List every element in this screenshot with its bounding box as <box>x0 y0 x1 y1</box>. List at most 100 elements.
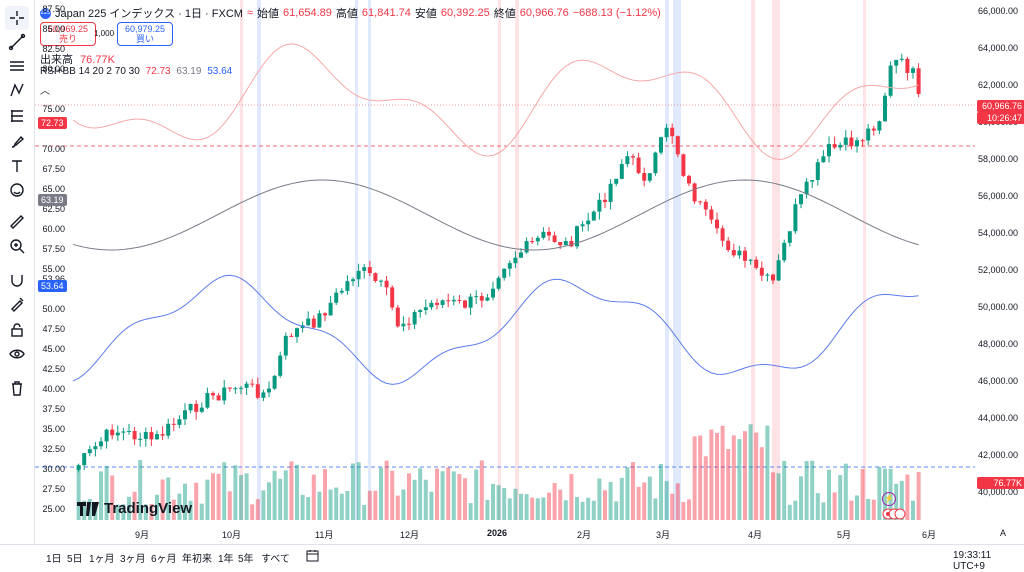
volume-bar <box>832 492 837 520</box>
volume-legend[interactable]: 出来高 76.77K <box>40 51 115 67</box>
auto-scale-button[interactable]: A <box>1000 528 1007 538</box>
candle-body <box>877 121 882 131</box>
volume-bar <box>731 435 736 520</box>
trend-line-icon[interactable] <box>5 30 29 54</box>
events-icon[interactable] <box>882 508 906 520</box>
volume-bar <box>395 495 400 520</box>
crosshair-icon[interactable] <box>5 6 29 30</box>
volume-axis-badge: 76.77K <box>977 477 1024 489</box>
volume-bar <box>670 493 675 520</box>
text-icon[interactable] <box>5 154 29 178</box>
price-axis-tick: 44,000.00 <box>977 413 1018 423</box>
volume-bar <box>239 475 243 520</box>
price-axis-tick: 62,000.00 <box>977 80 1018 90</box>
candle-body <box>625 156 630 165</box>
range-all[interactable]: すべて <box>261 554 290 565</box>
volume-bar <box>563 500 568 520</box>
candle-body <box>474 296 479 298</box>
symbol-legend[interactable]: 225 Japan 225 インデックス · 1日 · FXCM ≈ 始値 61,… <box>40 5 661 21</box>
volume-bar <box>474 469 479 520</box>
price-chart[interactable] <box>35 0 975 544</box>
emoji-icon[interactable] <box>5 178 29 202</box>
horizontal-lines-icon[interactable] <box>5 54 29 78</box>
calendar-icon[interactable] <box>306 549 319 562</box>
flash-icon[interactable]: ⚡ <box>882 492 896 506</box>
candle-body <box>743 250 747 261</box>
volume-bar <box>603 490 607 520</box>
range-3m[interactable]: 3ヶ月 <box>120 554 146 565</box>
candle-body <box>642 173 647 181</box>
candle-body <box>815 162 820 181</box>
collapse-legend-icon[interactable]: ︿ <box>40 86 50 97</box>
candle-body <box>793 204 798 232</box>
highlight-band <box>240 0 243 520</box>
lock-drawing-icon[interactable] <box>5 292 29 316</box>
magnet-icon[interactable] <box>5 268 29 292</box>
low-label: 安値 <box>414 8 437 20</box>
candle-body <box>423 307 428 311</box>
volume-bar <box>211 473 215 520</box>
rsi-axis-tick: 47.50 <box>42 324 65 334</box>
range-5y[interactable]: 5年 <box>238 554 254 565</box>
candle-body <box>339 290 344 293</box>
trash-icon[interactable] <box>5 376 29 400</box>
range-1y[interactable]: 1年 <box>218 554 234 565</box>
volume-bar <box>121 504 126 520</box>
range-5d[interactable]: 5日 <box>67 554 83 565</box>
zoom-in-icon[interactable] <box>5 234 29 258</box>
range-ytd[interactable]: 年初来 <box>182 554 212 565</box>
volume-bar <box>160 479 165 520</box>
range-1d[interactable]: 1日 <box>46 554 62 565</box>
pattern-icon[interactable] <box>5 78 29 102</box>
price-axis-tick: 40,000.00 <box>977 487 1018 497</box>
volume-bar <box>323 469 327 520</box>
lock-icon[interactable] <box>5 318 29 342</box>
symbol-title[interactable]: Japan 225 インデックス · 1日 · FXCM <box>55 8 243 20</box>
volume-bar <box>446 467 451 520</box>
brush-icon[interactable] <box>5 130 29 154</box>
rsi-legend[interactable]: RSI+BB 14 20 2 70 30 72.73 63.19 53.64 <box>40 66 232 77</box>
range-6m[interactable]: 6ヶ月 <box>151 554 177 565</box>
buy-button[interactable]: 60,979.25 買い <box>117 22 173 46</box>
tradingview-logo[interactable]: TradingView <box>77 500 192 517</box>
chart-pane[interactable] <box>35 0 975 544</box>
rsi-axis-tick: 27.50 <box>42 484 65 494</box>
rsi-label: RSI+BB 14 20 2 70 30 <box>40 66 140 77</box>
volume-bar <box>115 504 120 520</box>
fib-icon[interactable] <box>5 104 29 128</box>
close-value: 60,966.76 <box>519 7 569 19</box>
clock[interactable]: 19:33:11 UTC+9 <box>953 550 992 572</box>
price-axis-tick: 52,000.00 <box>977 265 1018 275</box>
highlight-band <box>498 0 501 520</box>
sell-button[interactable]: 60,969.25 売り <box>40 22 96 46</box>
price-axis-tick: 66,000.00 <box>977 6 1018 16</box>
candle-body <box>558 242 563 246</box>
candle-body <box>317 313 322 328</box>
volume-bar <box>143 504 148 520</box>
volume-bar <box>558 489 563 520</box>
candle-body <box>143 432 148 439</box>
time-axis-tick: 5月 <box>837 530 852 540</box>
volume-bar <box>765 425 770 520</box>
range-1m[interactable]: 1ヶ月 <box>89 554 115 565</box>
candle-body <box>328 302 333 316</box>
volume-bar <box>614 501 619 520</box>
time-axis-tick: 2026 <box>487 528 508 538</box>
volume-bar <box>99 471 103 520</box>
ruler-icon[interactable] <box>5 210 29 234</box>
rsi-axis-tick: 82.50 <box>42 44 65 54</box>
candle-body <box>911 68 915 73</box>
bottom-toolbar: 1日 5日 1ヶ月 3ヶ月 6ヶ月 年初来 1年 5年 すべて 19:33:11… <box>0 544 1024 572</box>
bb-low-value: 53.64 <box>207 66 233 77</box>
volume-bar <box>317 491 322 520</box>
candle-body <box>468 296 473 308</box>
volume-bar <box>412 479 417 520</box>
volume-bar <box>451 471 456 520</box>
candle-body <box>709 209 714 220</box>
candle-body <box>759 267 764 276</box>
time-axis-tick: 12月 <box>400 530 420 540</box>
eye-icon[interactable] <box>5 342 29 366</box>
volume-bar <box>110 475 115 520</box>
candle-body <box>603 199 607 203</box>
candle-body <box>250 383 255 385</box>
